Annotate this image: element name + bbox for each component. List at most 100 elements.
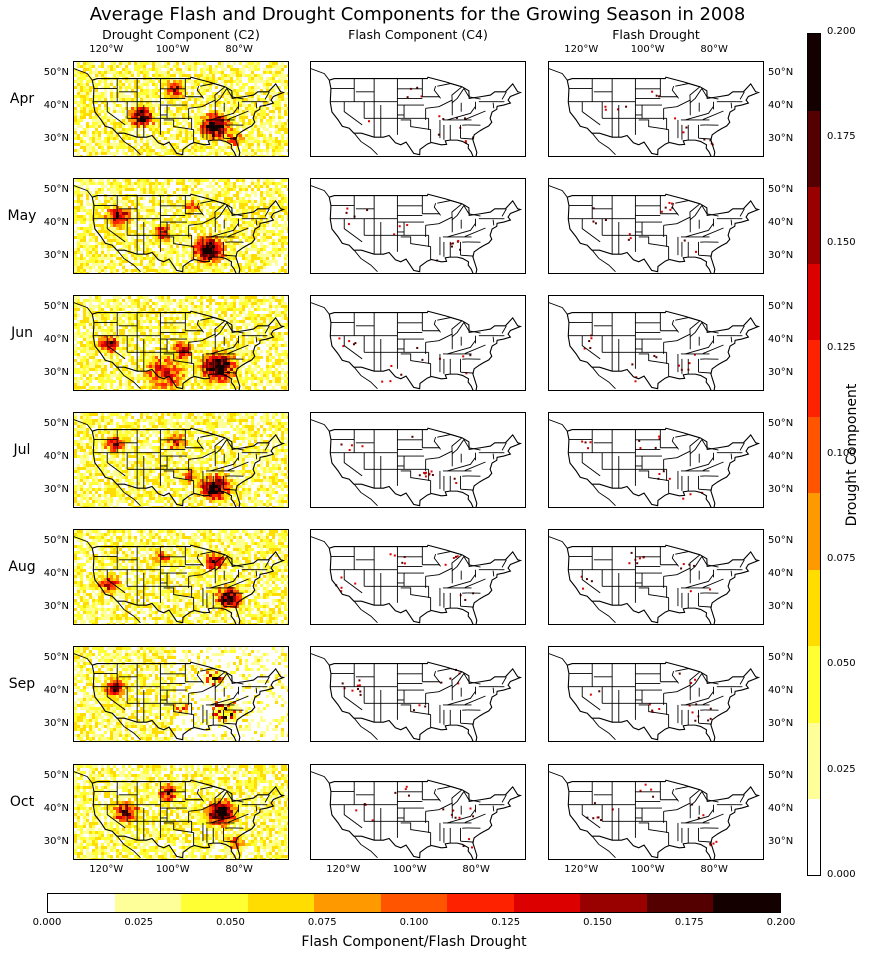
drought-cell: [155, 272, 158, 273]
drought-cell: [113, 197, 116, 200]
drought-cell: [212, 221, 215, 224]
drought-cell: [107, 344, 110, 347]
drought-cell: [113, 299, 116, 302]
drought-cell: [242, 269, 245, 272]
drought-cell: [242, 134, 245, 137]
drought-cell: [134, 65, 137, 68]
drought-cell: [209, 308, 212, 311]
drought-cell: [233, 182, 236, 185]
drought-cell: [284, 104, 287, 107]
drought-cell: [287, 101, 288, 104]
drought-cell: [77, 92, 80, 95]
drought-cell: [194, 197, 197, 200]
drought-cell: [170, 98, 173, 101]
drought-cell: [167, 137, 170, 140]
drought-cell: [233, 215, 236, 218]
drought-cell: [272, 341, 275, 344]
drought-cell: [260, 272, 263, 273]
drought-cell: [275, 185, 278, 188]
drought-cell: [248, 95, 251, 98]
drought-cell: [134, 89, 137, 92]
drought-cell: [86, 272, 89, 273]
drought-cell: [113, 86, 116, 89]
drought-cell: [272, 197, 275, 200]
great-lakes: [437, 83, 481, 104]
drought-cell: [134, 113, 137, 116]
drought-cell: [251, 104, 254, 107]
drought-cell: [254, 152, 257, 155]
drought-cell: [140, 329, 143, 332]
drought-cell: [182, 92, 185, 95]
drought-cell: [86, 77, 89, 80]
drought-cell: [92, 239, 95, 242]
drought-cell: [188, 125, 191, 128]
drought-cell: [236, 122, 239, 125]
drought-cell: [92, 227, 95, 230]
drought-cell: [254, 74, 257, 77]
drought-cell: [284, 131, 287, 134]
drought-cell: [158, 200, 161, 203]
drought-cell: [98, 134, 101, 137]
drought-cell: [143, 71, 146, 74]
drought-cell: [230, 122, 233, 125]
drought-cell: [128, 248, 131, 251]
drought-cell: [260, 113, 263, 116]
drought-cell: [80, 272, 83, 273]
drought-cell: [239, 308, 242, 311]
drought-cell: [143, 143, 146, 146]
drought-cell: [275, 248, 278, 251]
drought-cell: [248, 239, 251, 242]
drought-cell: [152, 68, 155, 71]
drought-cell: [281, 266, 284, 269]
state-boundary: [671, 86, 679, 99]
drought-cell: [86, 245, 89, 248]
drought-cell: [131, 80, 134, 83]
drought-cell: [92, 131, 95, 134]
drought-cell: [116, 152, 119, 155]
drought-cell: [122, 212, 125, 215]
drought-cell: [194, 140, 197, 143]
drought-cell: [167, 224, 170, 227]
drought-cell: [287, 341, 288, 344]
drought-cell: [287, 179, 288, 182]
drought-cell: [197, 257, 200, 260]
drought-cell: [248, 269, 251, 272]
drought-cell: [209, 206, 212, 209]
drought-cell: [188, 134, 191, 137]
drought-cell: [140, 305, 143, 308]
drought-cell: [110, 206, 113, 209]
drought-cell: [221, 128, 224, 131]
drought-cell: [245, 338, 248, 341]
drought-cell: [143, 92, 146, 95]
drought-cell: [242, 137, 245, 140]
drought-cell: [173, 104, 176, 107]
drought-cell: [278, 251, 281, 254]
drought-cell: [242, 305, 245, 308]
drought-cell: [176, 209, 179, 212]
drought-cell: [197, 74, 200, 77]
drought-cell: [113, 68, 116, 71]
drought-cell: [110, 203, 113, 206]
drought-cell: [140, 269, 143, 272]
drought-cell: [77, 155, 80, 156]
drought-cell: [110, 128, 113, 131]
drought-cell: [185, 137, 188, 140]
drought-cell: [203, 266, 206, 269]
drought-cell: [215, 254, 218, 257]
drought-cell: [209, 239, 212, 242]
state-boundary: [581, 218, 601, 243]
drought-cell: [110, 344, 113, 347]
drought-cell: [218, 83, 221, 86]
drought-cell: [83, 134, 86, 137]
drought-cell: [269, 143, 272, 146]
drought-cell: [245, 140, 248, 143]
drought-cell: [242, 296, 245, 299]
drought-cell: [104, 200, 107, 203]
drought-cell: [212, 206, 215, 209]
drought-cell: [131, 212, 134, 215]
drought-cell: [197, 101, 200, 104]
drought-cell: [257, 230, 260, 233]
drought-cell: [284, 143, 287, 146]
drought-cell: [116, 179, 119, 182]
drought-cell: [245, 71, 248, 74]
